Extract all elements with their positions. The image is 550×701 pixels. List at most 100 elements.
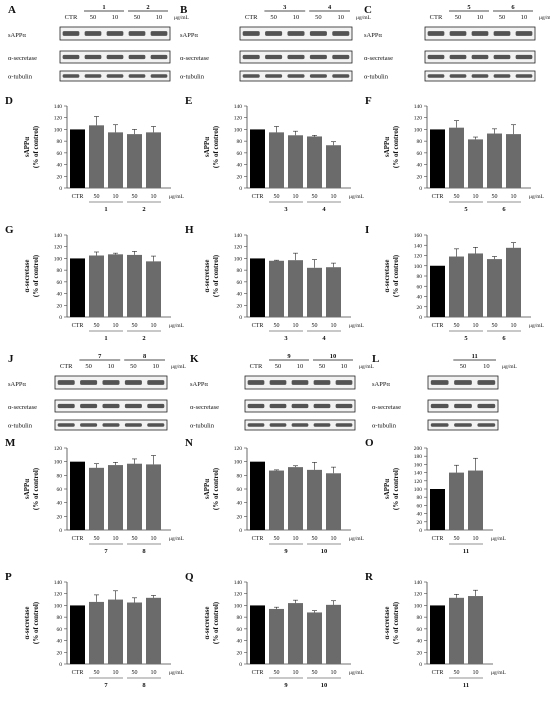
y-tick-label: 40 — [417, 295, 423, 301]
y-tick-label: 200 — [414, 446, 423, 452]
y-tick-label: 120 — [234, 446, 243, 452]
bar — [146, 597, 161, 664]
panel-letter: O — [365, 437, 374, 449]
y-tick-label: 140 — [234, 104, 243, 110]
bar — [288, 260, 303, 317]
blot-band — [128, 31, 146, 36]
group-label: 3 — [284, 206, 288, 213]
dose-label: 50 — [134, 14, 141, 21]
blot-band — [147, 423, 165, 427]
x-category-label: CTR — [72, 670, 84, 676]
blot-band — [62, 54, 80, 60]
lane-label-ctr: CTR — [250, 363, 263, 370]
y-axis-label: sAPPα — [203, 137, 211, 157]
y-tick-label: 60 — [57, 280, 63, 286]
y-axis-label: α-secretase — [23, 607, 31, 640]
group-label: 2 — [142, 335, 145, 342]
bar — [468, 470, 483, 530]
blot-band — [62, 31, 80, 36]
y-tick-label: 120 — [234, 592, 243, 598]
unit-label: μg/mL — [356, 15, 372, 21]
compound-label: 4 — [328, 4, 332, 11]
y-tick-label: 40 — [417, 163, 423, 169]
blot-band — [427, 31, 445, 36]
y-tick-label: 20 — [57, 514, 63, 520]
bar — [89, 125, 104, 188]
x-category-label: 50 — [274, 194, 280, 200]
x-category-label: 50 — [312, 194, 318, 200]
blot-band — [287, 31, 305, 36]
x-category-label: CTR — [432, 670, 444, 676]
y-tick-label: 120 — [54, 245, 63, 251]
blot-band — [124, 423, 142, 427]
unit-label: μg/mL — [349, 323, 365, 329]
bar — [326, 473, 341, 530]
y-tick-label: 80 — [57, 615, 63, 621]
blot-band — [309, 31, 327, 36]
y-axis-label: (% of control) — [392, 601, 400, 644]
unit-label: μg/mL — [169, 536, 185, 542]
y-tick-label: 120 — [234, 245, 243, 251]
blot-band — [265, 54, 283, 60]
blot-band — [332, 31, 350, 36]
y-tick-label: 120 — [54, 446, 63, 452]
y-tick-label: 40 — [237, 292, 243, 298]
blot-panel-j: J CTR 7 50 10 8 50 10 μg/mL sAPPα α-secretase α-tub… — [8, 353, 187, 431]
x-category-label: 10 — [511, 194, 517, 200]
blot-band — [269, 423, 287, 427]
x-category-label: 10 — [331, 670, 337, 676]
x-category-label: 50 — [274, 670, 280, 676]
y-tick-label: 120 — [414, 116, 423, 122]
blot-band — [147, 403, 165, 409]
y-tick-label: 60 — [57, 487, 63, 493]
y-tick-label: 0 — [419, 315, 422, 321]
x-category-label: 10 — [473, 536, 479, 542]
x-category-label: 10 — [473, 194, 479, 200]
blot-row-label: α-tubulin — [180, 74, 205, 81]
bar — [89, 255, 104, 317]
group-label: 11 — [463, 548, 469, 555]
dose-label: 10 — [341, 363, 348, 370]
panel-letter: H — [185, 224, 194, 236]
y-tick-label: 20 — [237, 650, 243, 656]
blot-band — [471, 74, 489, 78]
x-category-label: CTR — [432, 536, 444, 542]
group-label: 5 — [464, 335, 468, 342]
lane-label-ctr: CTR — [65, 14, 78, 21]
bar — [127, 134, 142, 188]
blot-band — [106, 31, 124, 36]
blot-band — [147, 380, 165, 385]
group-label: 7 — [104, 682, 108, 689]
bar — [70, 461, 85, 530]
x-category-label: 50 — [312, 323, 318, 329]
blot-band — [247, 403, 265, 409]
x-category-label: 50 — [132, 194, 138, 200]
x-category-label: 50 — [94, 194, 100, 200]
y-tick-label: 100 — [234, 603, 243, 609]
blot-band — [493, 31, 511, 36]
bar — [269, 260, 284, 317]
bar — [506, 247, 521, 317]
y-tick-label: 40 — [57, 501, 63, 507]
blot-band — [242, 74, 260, 78]
x-category-label: 50 — [94, 670, 100, 676]
x-category-label: 50 — [94, 536, 100, 542]
bar — [146, 464, 161, 530]
blot-band — [106, 54, 124, 60]
blot-band — [335, 380, 353, 385]
group-label: 9 — [284, 682, 288, 689]
blot-band — [313, 403, 331, 409]
chart-panel-i: Iα-secretase (% of control) 0 20 40 60 80 100 12… — [365, 224, 545, 342]
bar — [449, 597, 464, 664]
dose-label: 10 — [338, 14, 345, 21]
blot-band — [102, 403, 120, 409]
blot-band — [313, 423, 331, 427]
blot-band — [332, 54, 350, 60]
unit-label: μg/mL — [171, 364, 187, 370]
blot-band — [265, 31, 283, 36]
x-category-label: 50 — [454, 670, 460, 676]
lane-label-ctr: CTR — [245, 14, 258, 21]
blot-row-label: α-tubulin — [8, 74, 33, 81]
blot-band — [313, 380, 331, 385]
